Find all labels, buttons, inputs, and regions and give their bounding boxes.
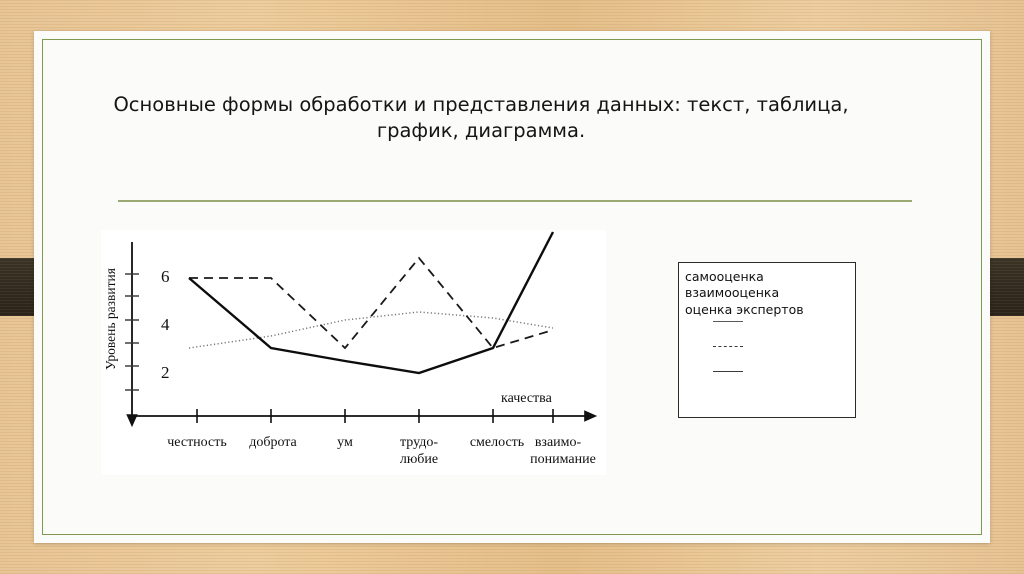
series-line-samoocenka <box>188 311 554 349</box>
line-chart: 6 4 2 Уровень развития качества честност… <box>101 230 606 475</box>
legend-line-samples <box>685 319 855 389</box>
x-category-label: любие <box>400 452 438 467</box>
legend-sample-dashed-line <box>713 345 743 347</box>
legend-sample-solid-line <box>713 370 743 372</box>
y-tick-label: 2 <box>161 363 170 382</box>
x-category-label: взаимо- <box>535 435 582 450</box>
x-category-label: доброта <box>249 435 297 450</box>
title-divider <box>118 200 912 202</box>
x-category-label: ум <box>337 435 353 450</box>
legend-sample-dotted-line <box>713 320 743 322</box>
x-axis-ticks <box>196 409 554 423</box>
y-axis-title: Уровень развития <box>103 268 118 370</box>
series-line-ocenka-ekspertov <box>188 231 555 375</box>
legend-label-ocenka-ekspertov: оценка экспертов <box>685 301 804 317</box>
y-axis-ticks <box>125 273 139 391</box>
page-title: Основные формы обработки и представления… <box>113 93 849 143</box>
legend-label-samoocenka: самооценка <box>685 269 764 284</box>
x-axis-category-labels: честность доброта ум трудо- любие смелос… <box>167 435 596 467</box>
y-tick-label: 6 <box>161 267 170 286</box>
x-category-label: трудо- <box>400 435 438 450</box>
series-line-vzaimoocenka <box>189 256 554 350</box>
x-category-label: понимание <box>530 452 596 467</box>
x-axis-title: качества <box>501 391 553 406</box>
x-category-label: честность <box>167 435 227 450</box>
chart-legend: самооценка взаимооценка оценка экспертов <box>678 262 856 418</box>
y-tick-label: 4 <box>161 315 170 334</box>
legend-label-vzaimoocenka: взаимооценка <box>685 285 780 301</box>
chart-svg: 6 4 2 Уровень развития качества честност… <box>103 231 598 467</box>
slide-inner-border <box>42 39 982 535</box>
y-axis-tick-labels: 6 4 2 <box>161 267 170 382</box>
x-category-label: смелость <box>470 435 524 450</box>
